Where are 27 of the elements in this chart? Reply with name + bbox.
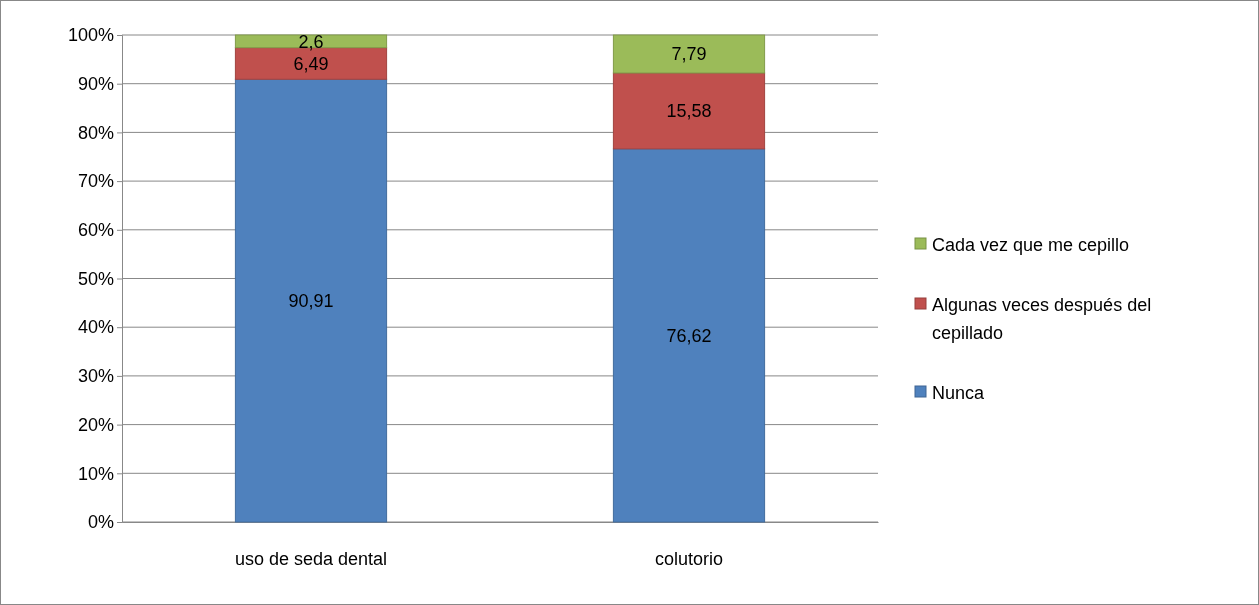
y-tick-label: 50% xyxy=(77,268,114,289)
bar xyxy=(234,34,388,49)
legend-label: Nunca xyxy=(932,383,986,404)
legend-label: Algunas veces después del cepillado xyxy=(932,295,1152,344)
data-label: 76,62 xyxy=(666,325,712,346)
x-tick-label: colutorio xyxy=(654,548,724,569)
x-tick-label: uso de seda dental xyxy=(234,548,388,569)
data-label: 6,49 xyxy=(293,53,329,74)
legend-label: Cada vez que me cepillo xyxy=(932,235,1130,256)
y-tick-label: 70% xyxy=(77,171,114,192)
data-label: 7,79 xyxy=(671,44,707,65)
y-tick-label: 40% xyxy=(77,317,114,338)
y-tick-label: 80% xyxy=(77,122,114,143)
bar xyxy=(612,34,766,74)
bar xyxy=(612,148,766,523)
y-tick-label: 90% xyxy=(77,73,114,94)
bar xyxy=(234,78,388,523)
y-tick-label: 0% xyxy=(87,512,114,533)
data-label: 2,6 xyxy=(298,31,324,52)
data-label: 90,91 xyxy=(288,290,334,311)
bar xyxy=(612,72,766,150)
y-tick-label: 30% xyxy=(77,366,114,387)
y-tick-label: 10% xyxy=(77,463,114,484)
y-tick-label: 60% xyxy=(77,220,114,241)
data-label: 15,58 xyxy=(666,101,712,122)
y-tick-label: 20% xyxy=(77,414,114,435)
y-tick-label: 100% xyxy=(67,25,114,46)
